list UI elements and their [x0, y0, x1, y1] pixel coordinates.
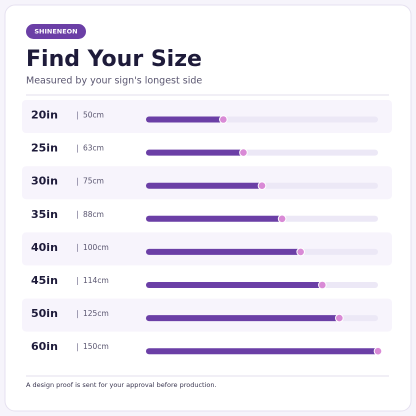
size-cm: 75cm — [83, 177, 104, 186]
size-cm: 150cm — [83, 342, 109, 351]
size-rows: 20in 50cm 25in 63cm 30in 75cm 35in 88cm 40in 100c… — [22, 100, 392, 356]
bar — [146, 182, 262, 189]
size-cm: 114cm — [83, 276, 109, 285]
size-inches: 25in — [31, 142, 58, 155]
subtitle: Measured by your sign's longest side — [26, 76, 202, 87]
size-inches: 60in — [31, 340, 58, 353]
footer-note: A design proof is sent for your approval… — [26, 381, 217, 389]
bar-knob — [239, 148, 248, 157]
size-inches: 30in — [31, 175, 58, 188]
size-inches: 45in — [31, 274, 58, 287]
bar-knob — [373, 346, 383, 356]
size-cm: 100cm — [83, 243, 109, 252]
badge: SHINENEON — [34, 28, 77, 36]
bar-knob — [335, 313, 344, 323]
size-inches: 35in — [31, 208, 58, 221]
bar — [146, 149, 244, 156]
size-inches: 40in — [31, 241, 58, 254]
title: Find Your Size — [26, 47, 202, 72]
bar — [146, 348, 378, 355]
size-cm: 125cm — [83, 309, 109, 318]
size-cm: 50cm — [83, 111, 104, 120]
size-cm: 88cm — [83, 210, 104, 219]
bar — [146, 116, 224, 123]
bar-knob — [318, 280, 327, 290]
bar-knob — [257, 181, 267, 190]
bar — [146, 282, 323, 288]
badge-pill — [26, 24, 86, 39]
bar — [146, 215, 283, 222]
bar-knob — [296, 247, 305, 257]
bar-knob — [219, 115, 228, 124]
bar — [146, 248, 301, 255]
size-inches: 20in — [31, 109, 58, 122]
bar-knob — [277, 214, 287, 224]
bar — [146, 315, 340, 322]
size-cm: 63cm — [83, 144, 104, 153]
size-inches: 50in — [31, 307, 58, 320]
